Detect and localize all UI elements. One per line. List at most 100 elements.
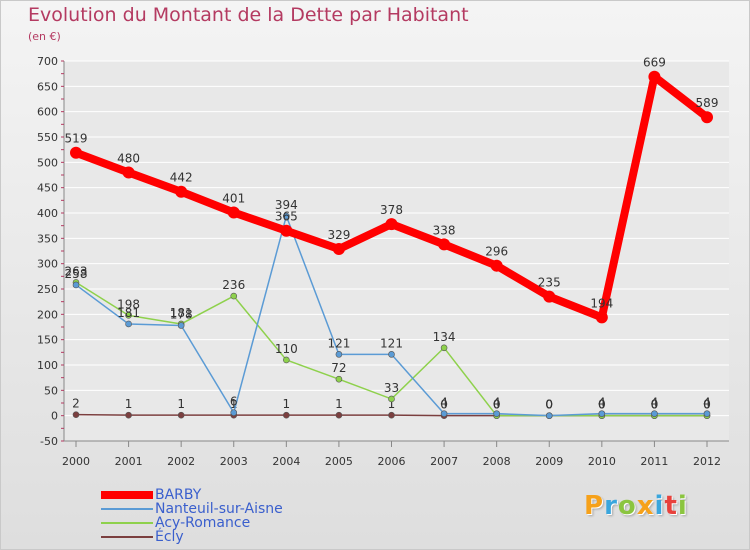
- data-point: [283, 356, 290, 364]
- data-point: [125, 411, 132, 419]
- y-tick-label: 600: [37, 106, 58, 119]
- data-point: [701, 111, 713, 124]
- data-point: [72, 281, 80, 289]
- legend-item: Acy-Romance: [101, 516, 283, 530]
- data-point: [440, 344, 448, 352]
- data-label: 0: [545, 398, 553, 412]
- data-point: [230, 409, 238, 416]
- data-point: [648, 70, 661, 83]
- data-point: [335, 411, 343, 419]
- y-tick-label: 450: [37, 182, 58, 195]
- x-tick-label: 2003: [220, 455, 248, 468]
- data-label: 0: [703, 398, 711, 412]
- data-point: [230, 292, 238, 300]
- data-label: 0: [440, 398, 448, 412]
- data-label: 134: [433, 330, 456, 344]
- data-point: [280, 224, 293, 237]
- data-label: 258: [65, 267, 88, 281]
- data-label: 365: [275, 210, 298, 224]
- y-tick-label: 0: [51, 410, 58, 423]
- data-point: [490, 259, 503, 272]
- x-tick-label: 2000: [62, 455, 90, 468]
- data-point: [545, 412, 553, 419]
- logo-letter: r: [604, 491, 618, 521]
- data-label: 0: [493, 398, 501, 412]
- logo-letter: o: [617, 491, 637, 521]
- y-tick-label: 100: [37, 359, 58, 372]
- data-label: 0: [703, 398, 711, 412]
- legend-item: BARBY: [101, 488, 283, 502]
- data-point: [72, 411, 80, 418]
- data-label: 181: [170, 306, 193, 320]
- data-label: 378: [380, 203, 403, 217]
- legend: BARBY Nanteuil-sur-Aisne Acy-Romance Écly: [101, 488, 283, 544]
- x-tick-label: 2007: [430, 455, 458, 468]
- data-label: 669: [643, 56, 666, 70]
- data-label: 1: [125, 397, 133, 411]
- y-tick-label: 200: [37, 308, 58, 321]
- data-point: [227, 206, 240, 219]
- data-label: 0: [598, 398, 606, 412]
- data-label: 1: [335, 397, 343, 411]
- y-tick-label: 700: [37, 55, 58, 68]
- y-tick-label: 650: [37, 80, 58, 93]
- data-label: 194: [590, 296, 613, 310]
- y-tick-label: 400: [37, 207, 58, 220]
- legend-swatch: [101, 522, 153, 524]
- data-point: [388, 395, 395, 403]
- data-label: 4: [598, 396, 606, 410]
- data-label: 519: [65, 132, 88, 146]
- chart-subtitle: (en €): [28, 30, 61, 43]
- data-label: 0: [598, 398, 606, 412]
- data-label: 72: [331, 361, 346, 375]
- data-point: [651, 410, 658, 417]
- data-label: 338: [433, 223, 456, 237]
- data-label: 2: [72, 397, 80, 411]
- legend-swatch: [101, 508, 153, 510]
- chart-title: Evolution du Montant de la Dette par Hab…: [28, 4, 469, 26]
- data-label: 401: [222, 191, 245, 205]
- y-tick-label: 500: [37, 156, 58, 169]
- data-point: [335, 351, 343, 358]
- data-point: [438, 238, 451, 251]
- data-point: [543, 290, 556, 303]
- logo-letter: t: [664, 491, 678, 521]
- x-tick-label: 2012: [693, 455, 721, 468]
- data-point: [595, 311, 608, 324]
- data-label: 121: [380, 336, 403, 350]
- legend-label: Nanteuil-sur-Aisne: [155, 501, 283, 517]
- y-tick-label: 150: [37, 334, 58, 347]
- x-tick-label: 2009: [535, 455, 563, 468]
- data-label: 480: [117, 151, 140, 165]
- data-label: 0: [493, 398, 501, 412]
- data-point: [283, 212, 290, 220]
- data-point: [283, 411, 290, 419]
- data-label: 0: [651, 398, 659, 412]
- data-label: 1: [283, 397, 291, 411]
- data-label: 1: [177, 397, 185, 411]
- logo-letter: x: [636, 491, 655, 521]
- data-label: 6: [230, 395, 238, 409]
- data-label: 296: [485, 245, 508, 259]
- logo-letter: P: [584, 491, 605, 521]
- data-label: 394: [275, 198, 298, 212]
- data-label: 0: [651, 398, 659, 412]
- data-label: 235: [538, 276, 561, 290]
- data-label: 0: [545, 398, 553, 412]
- data-label: 198: [117, 297, 140, 311]
- y-tick-label: 350: [37, 232, 58, 245]
- x-tick-label: 2005: [325, 455, 353, 468]
- y-tick-label: 550: [37, 131, 58, 144]
- data-label: 121: [327, 336, 350, 350]
- data-point: [598, 410, 606, 417]
- data-label: 1: [388, 397, 396, 411]
- data-label: 442: [170, 171, 193, 185]
- x-tick-label: 2006: [378, 455, 406, 468]
- logo-letter: i: [654, 491, 665, 521]
- data-point: [177, 411, 185, 419]
- legend-label: BARBY: [155, 487, 202, 503]
- data-point: [122, 166, 135, 179]
- y-tick-label: 300: [37, 258, 58, 271]
